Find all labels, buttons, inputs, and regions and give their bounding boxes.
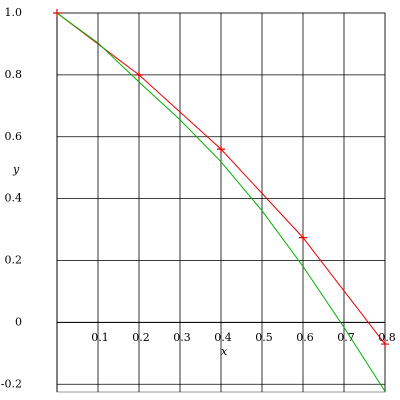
y-tick-label: -0.2	[1, 377, 22, 390]
x-tick-label: 0.5	[255, 331, 273, 344]
x-tick-label: 0.6	[296, 331, 314, 344]
x-tick-label: 0.7	[337, 331, 355, 344]
y-tick-label: 0.6	[5, 130, 23, 143]
y-tick-label: 0.8	[5, 68, 23, 81]
x-tick-label: 0.4	[214, 331, 232, 344]
y-tick-label: 0.2	[5, 254, 23, 267]
y-tick-label: 0.4	[5, 192, 23, 205]
x-tick-label: 0.3	[173, 331, 191, 344]
y-tick-label: 1.0	[5, 6, 23, 19]
y-tick-label: 0	[15, 315, 22, 328]
x-tick-label: 0.2	[132, 331, 150, 344]
y-axis-label: y	[12, 163, 20, 176]
point-marker	[217, 145, 225, 154]
point-marker	[381, 340, 389, 349]
point-marker	[135, 70, 143, 79]
x-axis-label: x	[221, 345, 228, 358]
line-series	[56, 12, 386, 392]
point-marker	[299, 233, 307, 242]
x-tick-label: 0.1	[91, 331, 109, 344]
x-tick-label: 0.8	[378, 331, 396, 344]
